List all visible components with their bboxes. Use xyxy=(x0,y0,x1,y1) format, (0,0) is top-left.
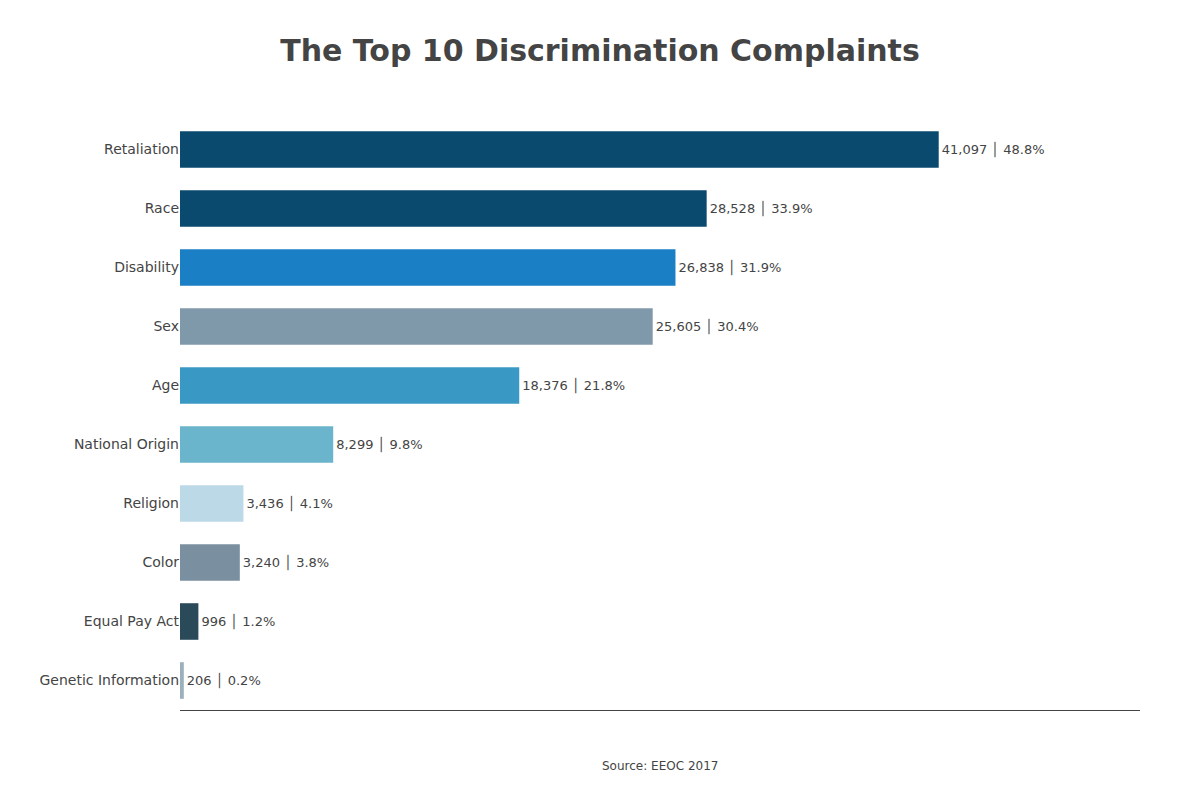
svg-text:3,436 │ 4.1%: 3,436 │ 4.1% xyxy=(246,495,332,512)
svg-text:41,097 │ 48.8%: 41,097 │ 48.8% xyxy=(942,141,1045,158)
svg-text:Color: Color xyxy=(142,554,179,570)
svg-text:Age: Age xyxy=(152,377,179,393)
svg-text:Equal Pay Act: Equal Pay Act xyxy=(84,613,180,629)
svg-text:28,528 │ 33.9%: 28,528 │ 33.9% xyxy=(710,200,813,217)
svg-text:206 │ 0.2%: 206 │ 0.2% xyxy=(187,672,261,689)
svg-text:25,605 │ 30.4%: 25,605 │ 30.4% xyxy=(656,318,759,335)
svg-text:The Top 10 Discrimination Comp: The Top 10 Discrimination Complaints xyxy=(280,33,920,68)
svg-text:Genetic Information: Genetic Information xyxy=(39,672,179,688)
svg-text:Source: EEOC 2017: Source: EEOC 2017 xyxy=(602,759,718,773)
svg-text:996 │ 1.2%: 996 │ 1.2% xyxy=(201,613,275,630)
svg-text:3,240 │ 3.8%: 3,240 │ 3.8% xyxy=(243,554,329,571)
svg-text:26,838 │ 31.9%: 26,838 │ 31.9% xyxy=(678,259,781,276)
svg-text:Religion: Religion xyxy=(123,495,179,511)
svg-text:Race: Race xyxy=(145,200,179,216)
svg-text:18,376 │ 21.8%: 18,376 │ 21.8% xyxy=(522,377,625,394)
svg-text:Retaliation: Retaliation xyxy=(104,141,179,157)
svg-text:Disability: Disability xyxy=(114,259,179,275)
svg-text:Sex: Sex xyxy=(153,318,179,334)
svg-text:8,299 │ 9.8%: 8,299 │ 9.8% xyxy=(336,436,422,453)
svg-text:National Origin: National Origin xyxy=(74,436,179,452)
